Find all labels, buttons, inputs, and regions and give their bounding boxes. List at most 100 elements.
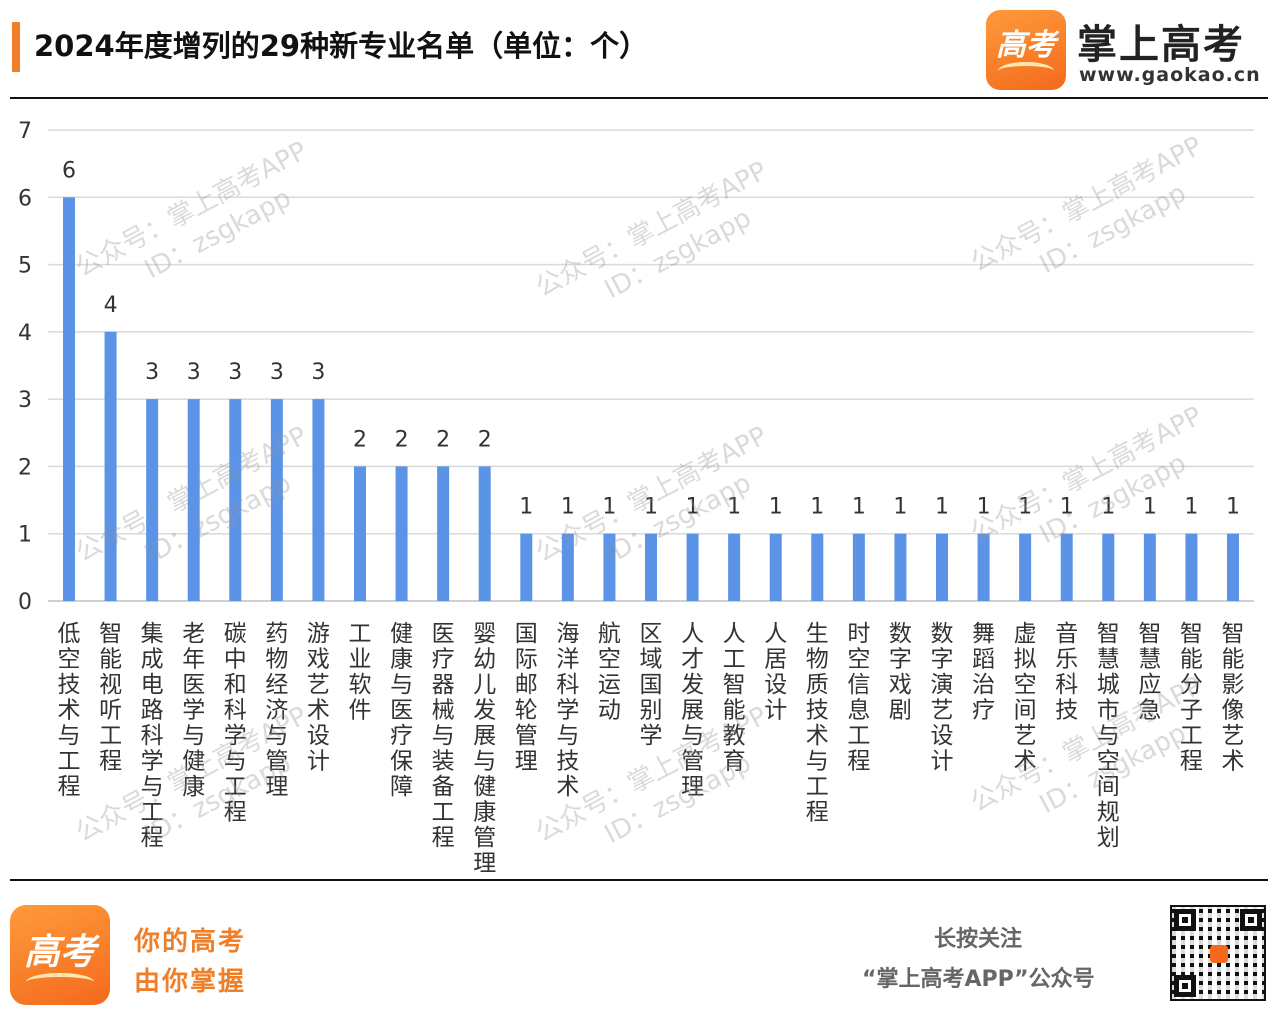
bar xyxy=(603,533,616,601)
x-tick-label: 智能分子工程 xyxy=(1180,621,1203,775)
data-label: 6 xyxy=(62,158,76,183)
x-tick-label: 生物质技术与工程 xyxy=(806,621,829,826)
data-label: 1 xyxy=(686,495,700,520)
data-label: 2 xyxy=(436,427,450,452)
bar xyxy=(520,533,533,601)
x-tick-label: 舞蹈治疗 xyxy=(972,621,995,724)
bar xyxy=(187,399,200,601)
x-tick-label: 老年医学与健康 xyxy=(182,621,205,800)
qr-code[interactable] xyxy=(1170,905,1266,1001)
bar xyxy=(936,533,948,601)
brand-logo-glyph: 高考 xyxy=(996,28,1056,63)
data-label: 1 xyxy=(1018,495,1032,520)
header-divider xyxy=(10,97,1268,99)
data-label: 1 xyxy=(977,495,991,520)
title-accent-bar xyxy=(12,22,20,72)
data-label: 3 xyxy=(187,360,201,385)
x-tick-label: 集成电路科学与工程 xyxy=(141,621,164,851)
brand-name: 掌上高考 xyxy=(1077,22,1245,68)
book-icon xyxy=(998,62,1054,80)
bar xyxy=(561,533,574,601)
y-tick-label: 3 xyxy=(18,388,32,413)
x-tick-label: 区域国别学 xyxy=(640,621,663,749)
x-tick-label: 音乐科技 xyxy=(1055,621,1078,724)
bar xyxy=(769,533,782,601)
x-tick-label: 智慧应急 xyxy=(1138,621,1161,724)
data-label: 2 xyxy=(353,427,367,452)
data-label: 1 xyxy=(727,495,741,520)
y-tick-label: 6 xyxy=(18,186,32,211)
book-icon xyxy=(26,973,94,991)
qr-finder-bottom-left xyxy=(1174,975,1196,997)
y-tick-label: 1 xyxy=(18,523,32,548)
x-tick-label: 智能影像艺术 xyxy=(1222,621,1245,775)
bar xyxy=(977,533,990,601)
x-tick-label: 婴幼儿发展与健康管理 xyxy=(473,621,496,877)
data-label: 1 xyxy=(769,495,783,520)
x-tick-label: 智慧城市与空间规划 xyxy=(1097,621,1120,851)
x-tick-label: 低空技术与工程 xyxy=(58,621,81,800)
bar xyxy=(1060,533,1073,601)
x-tick-label: 时空信息工程 xyxy=(847,621,870,775)
qr-center-logo xyxy=(1210,945,1228,963)
brand-url: www.gaokao.cn xyxy=(1079,64,1261,86)
footer-divider xyxy=(10,879,1268,881)
bar xyxy=(1102,533,1115,601)
x-tick-label: 人居设计 xyxy=(764,621,787,724)
data-label: 1 xyxy=(1101,495,1115,520)
footer-logo-glyph: 高考 xyxy=(23,931,96,973)
bar xyxy=(270,399,283,601)
x-tick-label: 智能视听工程 xyxy=(99,621,122,775)
data-label: 3 xyxy=(145,360,159,385)
bar xyxy=(686,533,699,601)
bar xyxy=(1143,533,1156,601)
bar xyxy=(395,466,408,601)
bar xyxy=(811,533,824,601)
qr-finder-top-left xyxy=(1174,909,1196,931)
data-label: 3 xyxy=(311,360,325,385)
data-label: 1 xyxy=(561,495,575,520)
data-label: 1 xyxy=(1143,495,1157,520)
x-tick-label: 数字戏剧 xyxy=(889,621,912,724)
brand-logo: 高考 xyxy=(986,10,1066,90)
x-tick-label: 人才发展与管理 xyxy=(681,621,704,800)
y-tick-label: 5 xyxy=(18,254,32,279)
bar xyxy=(894,533,907,601)
page-title: 2024年度增列的29种新专业名单（单位：个） xyxy=(34,29,649,63)
follow-account: “掌上高考APP”公众号 xyxy=(862,967,1095,992)
y-tick-label: 4 xyxy=(18,321,32,346)
bar xyxy=(1019,533,1032,601)
bar xyxy=(852,533,865,601)
x-tick-label: 健康与医疗保障 xyxy=(390,621,413,800)
slogan-line-1: 你的高考 xyxy=(134,927,247,957)
y-tick-label: 2 xyxy=(18,455,32,480)
x-tick-label: 工业软件 xyxy=(349,621,372,724)
bar xyxy=(478,466,491,601)
x-tick-label: 国际邮轮管理 xyxy=(515,621,538,775)
x-tick-label: 人工智能教育 xyxy=(723,621,746,775)
follow-prompt: 长按关注 xyxy=(934,927,1023,952)
x-tick-label: 航空运动 xyxy=(598,621,621,724)
bar xyxy=(354,466,366,601)
data-label: 1 xyxy=(852,495,866,520)
x-tick-label: 游戏艺术设计 xyxy=(307,621,330,775)
x-tick-label: 海洋科学与技术 xyxy=(556,621,579,800)
bar xyxy=(645,533,657,601)
data-label: 3 xyxy=(228,360,242,385)
data-label: 1 xyxy=(1060,495,1074,520)
x-tick-label: 医疗器械与装备工程 xyxy=(432,621,455,851)
bar-chart: 0 1 2 3 4 5 6 7 6 低空技术与工程 4 智能视听工程 3 集成电路科学与工程 3 老年医学与健… xyxy=(18,119,1254,877)
bar xyxy=(1227,533,1239,601)
bar xyxy=(728,533,741,601)
y-tick-label: 0 xyxy=(18,590,32,615)
bar xyxy=(1185,533,1198,601)
data-label: 2 xyxy=(395,427,409,452)
bar xyxy=(312,399,325,601)
bar xyxy=(104,331,117,601)
bar xyxy=(146,399,159,601)
data-label: 1 xyxy=(602,495,616,520)
data-label: 1 xyxy=(519,495,533,520)
x-tick-label: 数字演艺设计 xyxy=(931,621,954,775)
footer-logo: 高考 xyxy=(10,905,110,1005)
data-label: 1 xyxy=(935,495,949,520)
